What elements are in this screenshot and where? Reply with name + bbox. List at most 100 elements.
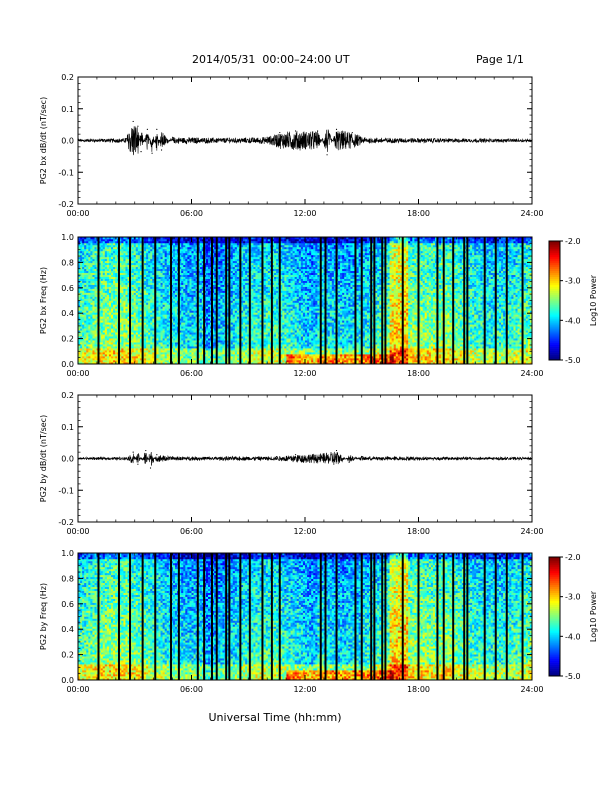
heatmap-cell — [82, 257, 84, 259]
heatmap-cell — [82, 241, 84, 243]
heatmap-cell — [90, 320, 92, 322]
heatmap-cell — [82, 306, 84, 308]
heatmap-cell — [107, 287, 109, 289]
heatmap-cell — [109, 342, 111, 344]
heatmap-cell — [95, 360, 97, 362]
heatmap-cell — [90, 340, 92, 342]
heatmap-cell — [113, 326, 115, 328]
heatmap-cell — [90, 342, 92, 344]
heatmap-cell — [101, 316, 103, 318]
heatmap-cell — [113, 277, 115, 279]
heatmap-cell — [113, 356, 115, 358]
heatmap-cell — [92, 259, 94, 261]
heatmap-cell — [109, 279, 111, 281]
heatmap-cell — [90, 360, 92, 362]
heatmap-cell — [109, 253, 111, 255]
heatmap-cell — [92, 277, 94, 279]
heatmap-cell — [88, 299, 90, 301]
heatmap-cell — [109, 265, 111, 267]
heatmap-cell — [107, 277, 109, 279]
y-tick-label: 0.2 — [61, 73, 74, 82]
heatmap-cell — [109, 310, 111, 312]
series-line — [78, 126, 532, 155]
heatmap-cell — [82, 326, 84, 328]
heatmap-cell — [103, 302, 105, 304]
heatmap-cell — [82, 316, 84, 318]
heatmap-cell — [109, 239, 111, 241]
heatmap-cell — [92, 334, 94, 336]
x-tick-label: 00:00 — [66, 209, 89, 218]
heatmap-cell — [111, 289, 113, 291]
heatmap-cell — [92, 291, 94, 293]
heatmap-cell — [111, 283, 113, 285]
heatmap-cell — [95, 338, 97, 340]
heatmap-cell — [111, 340, 113, 342]
heatmap-cell — [103, 241, 105, 243]
heatmap-cell — [92, 304, 94, 306]
heatmap-cell — [82, 283, 84, 285]
heatmap-cell — [101, 358, 103, 360]
heatmap-cell — [95, 308, 97, 310]
heatmap-cell — [84, 301, 86, 303]
heatmap-cell — [105, 344, 107, 346]
heatmap-cell — [82, 318, 84, 320]
heatmap-cell — [92, 295, 94, 297]
heatmap-cell — [107, 324, 109, 326]
heatmap-cell — [101, 360, 103, 362]
heatmap-cell — [103, 326, 105, 328]
heatmap-cell — [86, 332, 88, 334]
heatmap-cell — [107, 328, 109, 330]
heatmap-cell — [84, 255, 86, 257]
heatmap-cell — [84, 257, 86, 259]
heatmap-cell — [82, 253, 84, 255]
heatmap-cell — [107, 336, 109, 338]
heatmap-cell — [103, 281, 105, 283]
heatmap-cell — [86, 312, 88, 314]
heatmap-cell — [84, 326, 86, 328]
heatmap-cell — [95, 324, 97, 326]
heatmap-cell — [107, 239, 109, 241]
heatmap-cell — [90, 322, 92, 324]
heatmap-cell — [115, 324, 117, 326]
heatmap-cell — [113, 344, 115, 346]
heatmap-cell — [113, 239, 115, 241]
heatmap-cell — [92, 281, 94, 283]
heatmap-cell — [95, 251, 97, 253]
heatmap-cell — [103, 253, 105, 255]
plots-canvas: 0.20.10.0-0.1-0.200:00 06:00 12:00 18:00 24:… — [0, 0, 612, 792]
heatmap-cell — [111, 253, 113, 255]
heatmap-cell — [113, 308, 115, 310]
heatmap-cell — [113, 322, 115, 324]
heatmap-cell — [111, 332, 113, 334]
heatmap-cell — [103, 338, 105, 340]
heatmap-cell — [95, 259, 97, 261]
heatmap-cell — [107, 279, 109, 281]
heatmap-cell — [90, 273, 92, 275]
heatmap-cell — [105, 306, 107, 308]
heatmap-cell — [109, 285, 111, 287]
heatmap-cell — [113, 281, 115, 283]
heatmap-cell — [90, 358, 92, 360]
heatmap-cell — [113, 275, 115, 277]
heatmap-cell — [86, 257, 88, 259]
heatmap-cell — [88, 356, 90, 358]
heatmap-cell — [103, 289, 105, 291]
heatmap-cell — [80, 304, 82, 306]
heatmap-cell — [86, 358, 88, 360]
heatmap-cell — [111, 356, 113, 358]
heatmap-cell — [107, 360, 109, 362]
heatmap-cell — [113, 330, 115, 332]
heatmap-cell — [103, 346, 105, 348]
heatmap-cell — [88, 293, 90, 295]
heatmap-cell — [90, 350, 92, 352]
heatmap-cell — [109, 312, 111, 314]
heatmap-cell — [84, 239, 86, 241]
heatmap-cell — [101, 283, 103, 285]
heatmap-cell — [113, 338, 115, 340]
heatmap-cell — [109, 247, 111, 249]
heatmap-cell — [92, 297, 94, 299]
heatmap-cell — [92, 306, 94, 308]
heatmap-cell — [109, 299, 111, 301]
heatmap-cell — [115, 356, 117, 358]
heatmap-cell — [84, 253, 86, 255]
